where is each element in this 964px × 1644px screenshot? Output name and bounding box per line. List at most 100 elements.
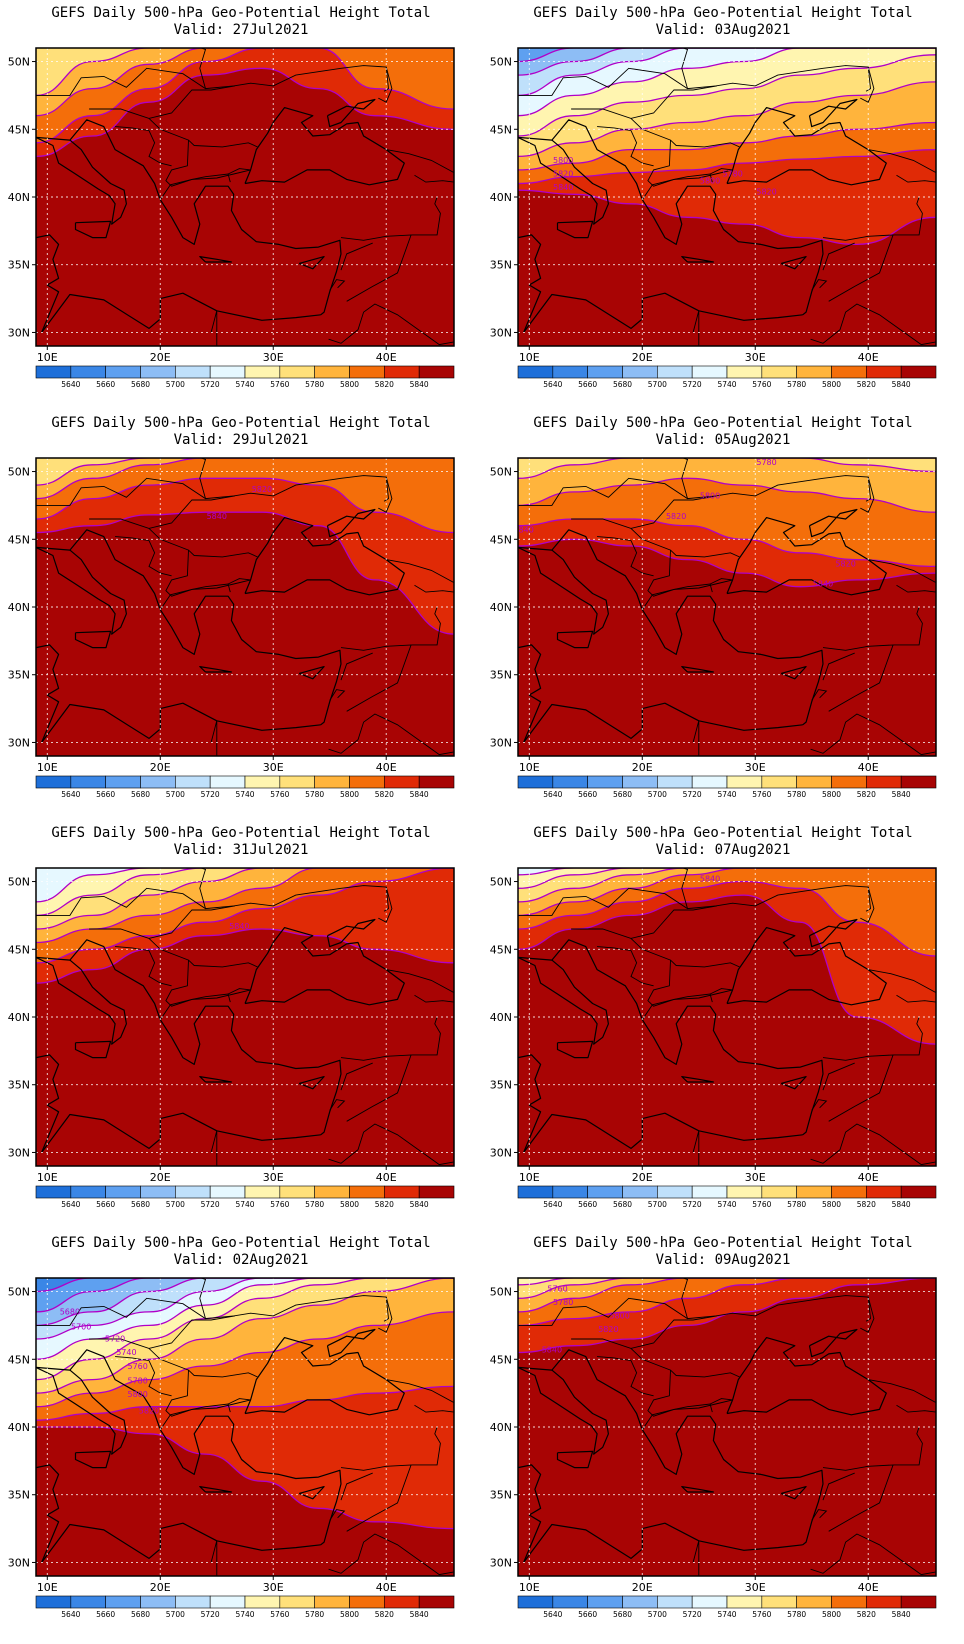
colorbar-swatch <box>587 1595 623 1609</box>
coastline <box>298 1076 325 1090</box>
coastline <box>199 1486 232 1493</box>
contour-label: 5760 <box>547 1285 567 1294</box>
colorbar-label: 5640 <box>61 1200 80 1209</box>
colorbar-label: 5800 <box>822 790 841 799</box>
colorbar-label: 5740 <box>717 790 736 799</box>
lat-tick-label: 35N <box>490 1489 512 1502</box>
colorbar-label: 5840 <box>892 790 911 799</box>
lon-tick-label: 10E <box>519 351 540 364</box>
colorbar-swatch <box>900 365 937 379</box>
colorbar-label: 5840 <box>892 380 911 389</box>
colorbar-label: 5820 <box>375 790 394 799</box>
country-border <box>159 1403 231 1430</box>
lat-tick-label: 50N <box>8 1286 30 1299</box>
lat-tick-label: 45N <box>490 1353 512 1366</box>
contour-label: 5840 <box>207 512 227 521</box>
coastline <box>36 529 342 726</box>
lat-tick-label: 50N <box>8 876 30 889</box>
colorbar-label: 5720 <box>683 380 702 389</box>
lat-tick-label: 45N <box>8 123 30 136</box>
country-border <box>159 583 231 610</box>
coastline <box>681 666 714 673</box>
country-border <box>328 713 454 756</box>
colorbar-swatch <box>866 1185 902 1199</box>
colorbar-label: 5820 <box>857 790 876 799</box>
country-border <box>329 1099 346 1111</box>
colorbar-swatch <box>796 1185 832 1199</box>
colorbar-label: 5840 <box>892 1200 911 1209</box>
colorbar-swatch <box>105 1185 141 1199</box>
colorbar-swatch <box>140 775 176 789</box>
contour-map: 5840 50N 45N 40N 35N 30N 10E 20E 30E 40E 5640 5660 5… <box>8 867 455 1209</box>
colorbar-label: 5780 <box>787 1610 806 1619</box>
contour-line <box>518 121 936 171</box>
colorbar-swatch <box>244 1185 281 1199</box>
lon-tick-label: 40E <box>858 1581 879 1594</box>
country-border <box>811 1099 828 1111</box>
contour-line <box>518 189 936 246</box>
country-border <box>896 566 936 593</box>
lat-tick-label: 50N <box>490 56 512 69</box>
height-band <box>36 48 454 96</box>
height-band <box>518 868 936 889</box>
country-border <box>346 1054 412 1122</box>
lon-tick-label: 30E <box>263 351 284 364</box>
colorbar-label: 5840 <box>410 380 429 389</box>
colorbar-label: 5700 <box>166 790 185 799</box>
coastline <box>518 1366 609 1455</box>
country-border <box>340 606 441 651</box>
lat-tick-label: 30N <box>490 736 512 749</box>
contour-label: 5800 <box>700 176 720 185</box>
lat-tick-label: 35N <box>8 669 30 682</box>
contour-label: 5840 <box>700 875 720 884</box>
country-border <box>328 1533 454 1576</box>
contour-line <box>36 1311 454 1408</box>
colorbar-swatch <box>796 775 832 789</box>
country-border <box>414 976 454 1003</box>
colorbar-swatch <box>587 1185 623 1199</box>
colorbar-swatch <box>418 775 455 789</box>
contour-map: 50N 45N 40N 35N 30N 10E 20E 30E 40E 5640 5660 5680 5… <box>8 47 455 389</box>
contour-line <box>36 477 454 534</box>
colorbar-swatch <box>175 775 211 789</box>
coastline <box>74 1040 112 1059</box>
lon-tick-label: 20E <box>150 1171 171 1184</box>
contour-label: 5740 <box>116 1348 136 1357</box>
colorbar-label: 5760 <box>752 1610 771 1619</box>
country-border <box>210 1130 218 1166</box>
height-band <box>518 868 936 1045</box>
lon-tick-label: 20E <box>632 761 653 774</box>
lat-tick-label: 35N <box>490 1079 512 1092</box>
lon-tick-label: 40E <box>858 351 879 364</box>
coastline <box>518 529 824 726</box>
height-band <box>36 1278 454 1326</box>
height-band <box>518 868 936 916</box>
country-border <box>822 606 923 651</box>
colorbar-label: 5640 <box>543 1200 562 1209</box>
lon-tick-label: 10E <box>519 761 540 774</box>
lon-tick-label: 30E <box>263 761 284 774</box>
contour-label: 5840 <box>229 922 249 931</box>
contour-map: 5820 5840 50N 45N 40N 35N 30N 10E 20E 30E 40E 5640 5… <box>8 457 455 799</box>
height-band <box>36 868 454 902</box>
country-border <box>860 476 875 513</box>
colorbar-label: 5660 <box>578 790 597 799</box>
colorbar-swatch <box>587 365 623 379</box>
colorbar-swatch <box>657 1595 693 1609</box>
coastline <box>556 630 594 649</box>
colorbar-swatch <box>244 365 281 379</box>
map-panel-07Aug2021: GEFS Daily 500-hPa Geo-Potential Height … <box>482 820 964 1230</box>
coastline <box>556 1040 594 1059</box>
colorbar-swatch <box>796 365 832 379</box>
contour-line <box>36 1385 454 1421</box>
contour-map: 5680 5700 5720 5740 5760 5780 5800 5820 50N 45N 40… <box>8 1277 455 1619</box>
colorbar-swatch <box>314 365 350 379</box>
colorbar-swatch <box>657 365 693 379</box>
country-border <box>89 905 235 939</box>
colorbar-swatch <box>70 1595 106 1609</box>
coastline <box>780 256 807 270</box>
colorbar-label: 5680 <box>131 380 150 389</box>
colorbar-label: 5660 <box>578 380 597 389</box>
colorbar-label: 5700 <box>648 380 667 389</box>
